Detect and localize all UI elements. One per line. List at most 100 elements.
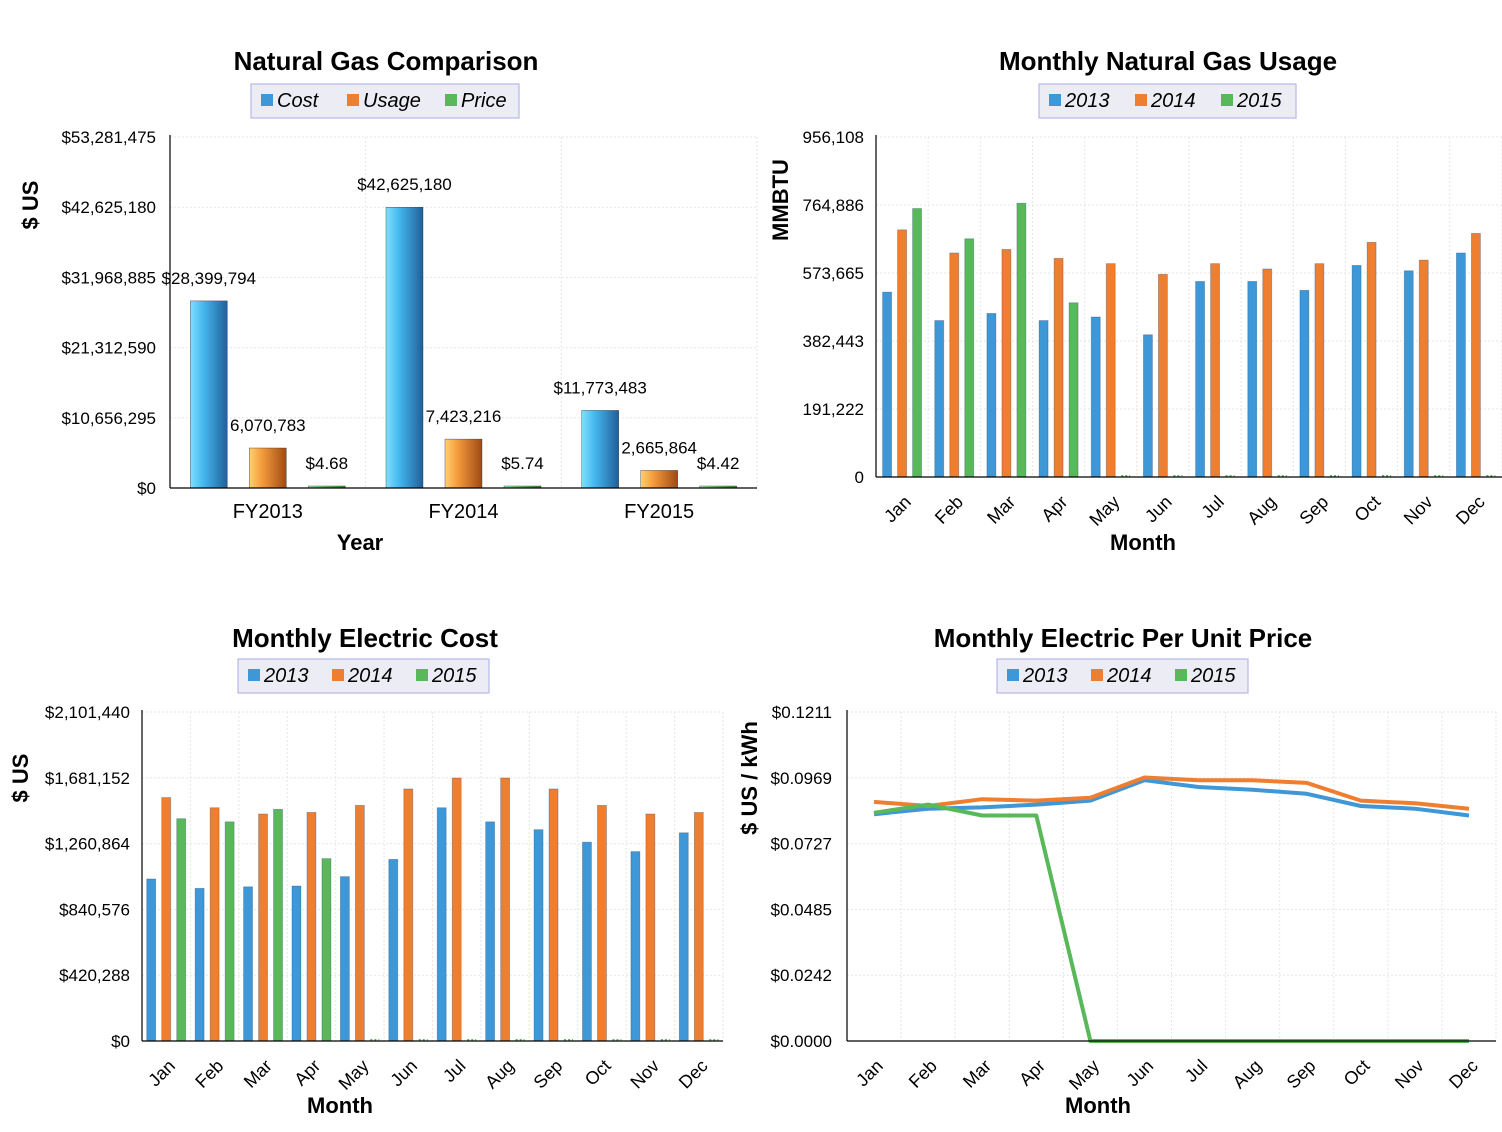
x-tick-label: May — [335, 1056, 373, 1094]
y-tick-label: 764,886 — [803, 196, 864, 215]
x-tick-label: Jun — [1123, 1056, 1158, 1091]
plot-area: $0 $420,288 $840,576 $1,260,864 $1,681,152 $2… — [45, 703, 724, 1094]
bar-2013-jul — [1195, 281, 1205, 478]
legend-swatch-2015 — [1175, 669, 1187, 681]
bar-2015-jan — [176, 818, 187, 1042]
bar-2015-jan — [912, 208, 922, 478]
x-tick-label: Mar — [959, 1056, 995, 1092]
bar-cost-fy2014 — [385, 206, 424, 489]
y-tick-label: $2,101,440 — [45, 703, 130, 722]
y-tick-label: $0.0000 — [771, 1032, 832, 1051]
bar-2013-nov — [1403, 270, 1414, 478]
x-tick-label: Apr — [1015, 1056, 1049, 1090]
y-tick-label: 0 — [855, 468, 864, 487]
x-tick-label: Feb — [905, 1056, 941, 1092]
bar-2014-sep — [548, 788, 559, 1042]
bar-2013-aug — [485, 821, 496, 1042]
legend-box — [996, 658, 1249, 694]
chart-panel-monthly-natural-gas-usage: Monthly Natural Gas Usage 2013 2014 2015 M… — [760, 0, 1502, 570]
legend-swatch-2013 — [248, 669, 260, 681]
legend-label-usage: Usage — [363, 90, 421, 112]
bar-2014-may — [354, 804, 365, 1042]
bar-2014-apr — [1053, 257, 1064, 478]
y-tick-label: 382,443 — [803, 332, 864, 351]
bar-2013-mar — [243, 886, 253, 1042]
legend-label-cost: Cost — [277, 90, 320, 112]
x-tick-label: Aug — [481, 1056, 518, 1093]
x-tick-label: Oct — [1350, 492, 1384, 526]
bar-2015-mar — [1016, 202, 1027, 478]
legend-label-2014: 2014 — [1106, 665, 1152, 687]
chart-panel-natural-gas-comparison: Natural Gas Comparison Cost Usage Price $ … — [0, 0, 760, 570]
x-tick-label: FY2013 — [233, 501, 303, 523]
bar-2013-sep — [1299, 289, 1310, 478]
x-tick-label: Sep — [1295, 492, 1332, 529]
data-label-usage-fy2015: 2,665,864 — [621, 438, 697, 457]
bar-2014-may — [1105, 263, 1116, 478]
x-tick-label: Jul — [1181, 1056, 1211, 1086]
bar-2013-sep — [533, 829, 544, 1042]
bar-2014-mar — [1001, 249, 1012, 478]
y-tick-label: $1,681,152 — [45, 769, 130, 788]
x-tick-label: Dec — [1445, 1056, 1482, 1093]
x-tick-label: Nov — [1400, 492, 1437, 529]
chart-title: Monthly Electric Per Unit Price — [934, 623, 1313, 653]
bar-2014-oct — [1366, 241, 1377, 478]
bar-2013-jun — [1143, 334, 1153, 478]
bar-usage-fy2013 — [249, 447, 287, 489]
y-tick-label: 956,108 — [803, 128, 864, 147]
bar-2015-feb — [224, 821, 235, 1042]
series-line-2014 — [873, 775, 1470, 811]
x-tick-label: Feb — [191, 1056, 227, 1092]
x-tick-label: May — [1065, 1056, 1103, 1094]
x-tick-label: Mar — [240, 1056, 276, 1092]
plot-area: $0 $10,656,295 $21,312,590 $31,968,885 $42,6… — [61, 128, 758, 523]
bar-2015-apr — [1068, 302, 1079, 478]
y-tick-label: 191,222 — [803, 400, 864, 419]
legend-swatch-2014 — [1135, 94, 1147, 106]
x-tick-label: Sep — [1283, 1056, 1320, 1093]
legend-label-2013: 2013 — [1064, 90, 1110, 112]
x-tick-label: Aug — [1229, 1056, 1266, 1093]
chart-title: Monthly Natural Gas Usage — [999, 46, 1337, 76]
x-tick-label: Dec — [1452, 492, 1489, 529]
legend-items: 2013 2014 2015 — [248, 665, 477, 687]
bar-2015-feb — [964, 238, 975, 478]
y-tick-label: $53,281,475 — [61, 128, 156, 147]
x-tick-label: Jan — [880, 492, 915, 527]
y-tick-label: $0.1211 — [772, 703, 832, 722]
chart-title: Natural Gas Comparison — [234, 46, 539, 76]
y-tick-label: $31,968,885 — [61, 268, 156, 287]
x-tick-label: FY2015 — [624, 501, 694, 523]
y-tick-label: $0.0727 — [771, 835, 832, 854]
x-tick-label: Jun — [1141, 492, 1176, 527]
bar-2014-feb — [949, 252, 960, 478]
bar-2013-may — [339, 876, 350, 1042]
legend-swatch-2015 — [416, 669, 428, 681]
bar-2014-jan — [897, 229, 907, 478]
legend-box — [237, 658, 490, 694]
bar-2014-apr — [306, 812, 317, 1042]
x-tick-label: Dec — [675, 1056, 712, 1093]
y-axis-label: $ US / kWh — [740, 721, 762, 835]
bar-2013-feb — [194, 887, 205, 1042]
chart-panel-monthly-electric-per-unit-price: Monthly Electric Per Unit Price 2013 2014… — [737, 570, 1502, 1127]
y-tick-label: $0 — [111, 1032, 130, 1051]
bar-2013-may — [1090, 316, 1101, 478]
data-label-usage-fy2013: 6,070,783 — [230, 416, 306, 435]
y-axis-label: $ US — [18, 181, 43, 230]
bar-cost-fy2013 — [190, 300, 228, 489]
x-tick-label: May — [1085, 492, 1123, 530]
bar-2013-jul — [436, 807, 447, 1042]
legend-label-2014: 2014 — [1150, 90, 1196, 112]
bar-2013-oct — [582, 841, 592, 1042]
x-tick-label: Oct — [1340, 1056, 1374, 1090]
y-tick-label: $21,312,590 — [61, 339, 156, 358]
bar-2015-apr — [321, 858, 332, 1042]
x-tick-label: Jul — [1197, 492, 1227, 522]
y-axis-label: MMBTU — [768, 159, 793, 241]
chart-natural-gas-comparison: Natural Gas Comparison Cost Usage Price $ … — [18, 46, 758, 555]
y-tick-label: $0.0485 — [771, 900, 832, 919]
y-tick-label: $1,260,864 — [45, 835, 130, 854]
legend-label-price: Price — [461, 90, 507, 112]
